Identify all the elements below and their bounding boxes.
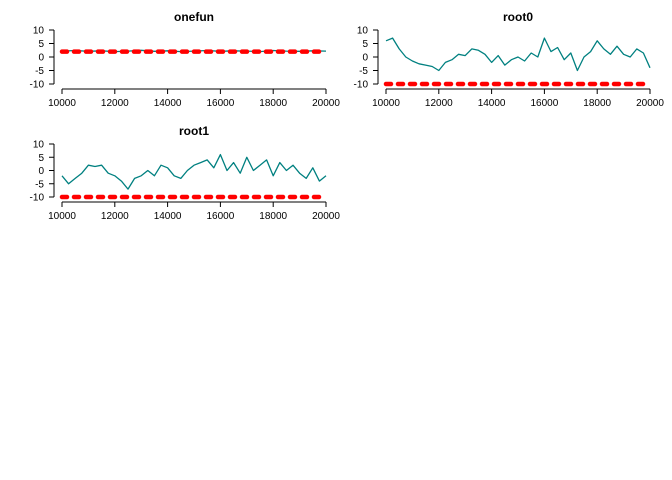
y-tick-label: -5 [359, 66, 368, 77]
x-tick-label: 14000 [478, 98, 506, 109]
x-tick-label: 12000 [101, 98, 129, 109]
panel-title: root0 [503, 10, 533, 24]
y-tick-label: -10 [30, 80, 45, 91]
y-tick-label: 5 [38, 39, 44, 50]
y-tick-label: -5 [35, 179, 44, 190]
panel-title: root1 [179, 124, 209, 138]
x-tick-label: 12000 [425, 98, 453, 109]
y-tick-label: 0 [362, 53, 368, 64]
panel-title: onefun [174, 10, 214, 24]
x-tick-label: 16000 [206, 98, 234, 109]
x-tick-label: 16000 [206, 211, 234, 222]
y-tick-label: -5 [35, 66, 44, 77]
x-tick-label: 18000 [583, 98, 611, 109]
y-tick-label: 5 [38, 153, 44, 164]
x-tick-label: 10000 [48, 211, 76, 222]
y-tick-label: 10 [357, 26, 369, 37]
trace-line [61, 153, 327, 190]
y-tick-label: -10 [354, 80, 369, 91]
x-tick-label: 18000 [259, 211, 287, 222]
x-tick-label: 16000 [530, 98, 558, 109]
y-tick-label: -10 [30, 193, 45, 204]
y-tick-label: 10 [33, 26, 45, 37]
x-tick-label: 14000 [154, 98, 182, 109]
y-tick-label: 0 [38, 53, 44, 64]
trace-line [385, 37, 651, 72]
x-tick-label: 10000 [372, 98, 400, 109]
x-tick-label: 18000 [259, 98, 287, 109]
x-tick-label: 10000 [48, 98, 76, 109]
x-tick-label: 14000 [154, 211, 182, 222]
x-tick-label: 20000 [636, 98, 664, 109]
y-tick-label: 5 [362, 39, 368, 50]
y-tick-label: 10 [33, 140, 45, 151]
x-tick-label: 20000 [312, 211, 340, 222]
y-tick-label: 0 [38, 166, 44, 177]
x-tick-label: 20000 [312, 98, 340, 109]
x-tick-label: 12000 [101, 211, 129, 222]
